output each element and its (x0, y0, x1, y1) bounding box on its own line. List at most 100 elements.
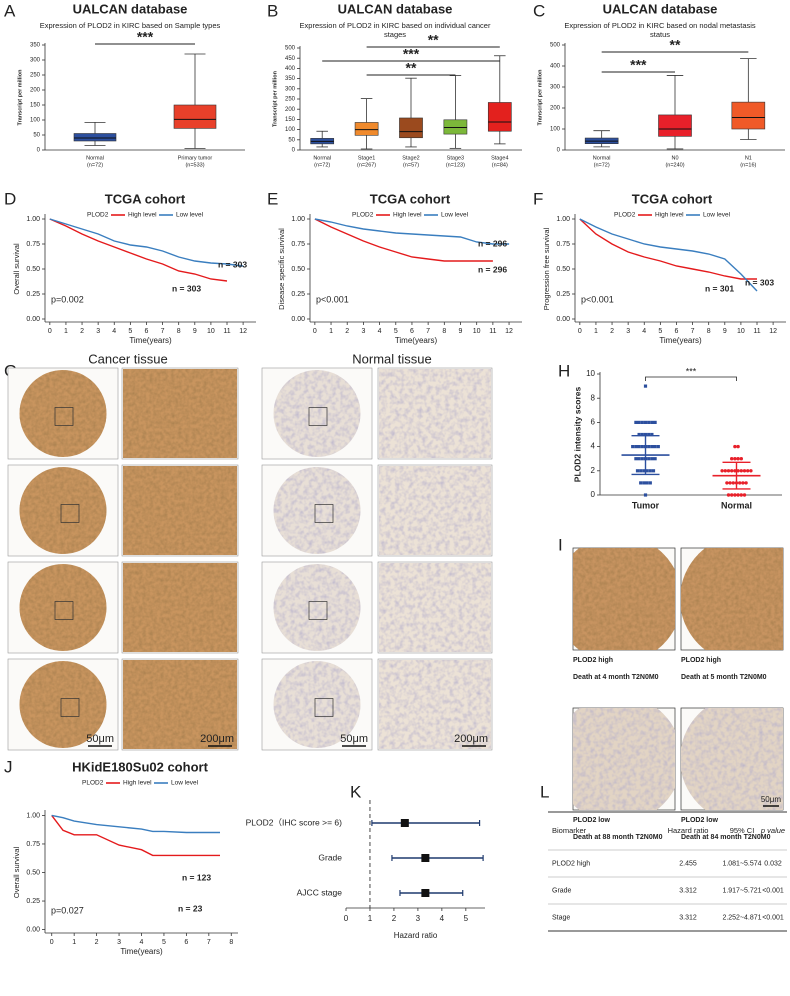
data-point (742, 493, 747, 497)
x-axis-label: Time(years) (129, 336, 172, 345)
box (399, 117, 423, 139)
legend-label: High level (123, 780, 152, 787)
y-tick-label: 350 (30, 43, 41, 49)
x-tick-sublabel: (n=240) (665, 162, 684, 168)
x-tick-label: 3 (626, 328, 630, 335)
panel-label: H (558, 361, 570, 380)
y-axis-label: Disease specific survival (277, 228, 286, 310)
estimate (421, 854, 430, 862)
n-label: n = 303 (172, 283, 201, 293)
y-tick-label: 250 (285, 97, 296, 103)
data-point (637, 432, 641, 437)
row-label: Grade (318, 852, 342, 862)
zoom-box (308, 601, 328, 620)
legend-label: High level (655, 212, 684, 219)
data-point (726, 469, 731, 473)
x-tick-label: Stage1 (358, 155, 375, 161)
tissue-texture (379, 563, 491, 652)
zoom-box (54, 407, 74, 426)
y-tick-label: 0 (591, 490, 596, 499)
legend-label: Low level (171, 780, 199, 787)
table-cell: <0.001 (762, 914, 784, 921)
chart-title: UALCAN database (338, 1, 453, 16)
tissue-texture (573, 548, 675, 650)
p-value: p=0.027 (51, 905, 84, 915)
x-tick-label: 8 (442, 328, 446, 335)
panel-label: I (558, 535, 563, 554)
panel-label: E (267, 189, 278, 208)
x-tick-label: Normal (313, 155, 331, 161)
y-tick-label: 100 (30, 118, 41, 124)
x-tick-label: 12 (505, 328, 513, 335)
x-tick-label: 1 (72, 939, 76, 946)
data-point (736, 444, 740, 449)
y-axis-label: Overall survival (12, 847, 21, 899)
y-tick-label: 0.75 (26, 241, 40, 248)
data-point (647, 457, 651, 461)
x-tick-label: 2 (392, 914, 397, 923)
y-tick-label: 6 (591, 418, 596, 427)
caption: Death at 5 month T2N0M0 (681, 674, 767, 681)
x-tick-sublabel: (n=72) (594, 162, 610, 168)
y-tick-label: 1.00 (291, 216, 305, 223)
data-point (648, 469, 652, 473)
significance-label: *** (630, 57, 647, 73)
box (658, 114, 692, 137)
chart-subtitle: Expression of PLOD2 in KIRC based on nod… (564, 21, 756, 30)
x-tick-label: N1 (745, 155, 752, 161)
legend-label: Low level (441, 212, 469, 219)
data-point (647, 420, 651, 424)
data-point (720, 469, 724, 473)
column-header: Normal tissue (352, 351, 431, 366)
data-point (730, 469, 734, 473)
chart-title: TCGA cohort (105, 191, 186, 206)
x-tick-label: 3 (416, 914, 421, 923)
data-point (650, 457, 654, 461)
data-point (726, 493, 731, 497)
x-tick-label: N0 (671, 155, 678, 161)
tissue-texture (379, 369, 491, 458)
y-tick-label: 4 (591, 442, 596, 451)
y-axis-label: PLOD2 intensity scores (572, 387, 582, 483)
x-tick-label: Tumor (632, 500, 660, 510)
y-tick-label: 0.00 (26, 316, 40, 323)
data-point (651, 469, 656, 473)
x-tick-label: 3 (96, 328, 100, 335)
x-tick-label: 0 (313, 328, 317, 335)
y-tick-label: 200 (30, 88, 41, 94)
y-tick-label: 200 (550, 106, 561, 112)
y-tick-label: 450 (285, 56, 296, 62)
x-tick-label: 5 (162, 939, 166, 946)
box (487, 102, 512, 132)
significance-label: ** (428, 32, 439, 48)
y-axis-label: Transcript per million (272, 70, 278, 127)
row-label: AJCC stage (297, 887, 343, 897)
x-tick-label: 7 (207, 939, 211, 946)
y-tick-label: 0 (37, 148, 41, 154)
legend-title: PLOD2 (352, 212, 374, 219)
y-tick-label: 2 (591, 466, 596, 475)
data-point (741, 481, 745, 485)
tissue-texture (573, 708, 675, 810)
caption: Death at 84 month T2N0M0 (681, 834, 771, 841)
y-tick-label: 150 (30, 103, 41, 109)
x-tick-label: 5 (128, 328, 132, 335)
y-tick-label: 0.00 (291, 316, 305, 323)
y-tick-label: 500 (550, 43, 561, 49)
x-tick-label: 1 (64, 328, 68, 335)
data-point (739, 493, 743, 497)
x-tick-label: 6 (675, 328, 679, 335)
tissue-texture (19, 370, 107, 457)
data-point (738, 481, 742, 485)
scale-label: 200μm (454, 733, 488, 745)
tissue-texture (123, 369, 237, 458)
y-axis-label: Progression free survival (542, 227, 551, 310)
table-header: p value (760, 826, 785, 835)
data-point (733, 444, 737, 449)
x-tick-label: 5 (658, 328, 662, 335)
y-tick-label: 200 (285, 107, 296, 113)
data-point (744, 481, 748, 485)
data-point (640, 432, 644, 437)
x-tick-label: 4 (378, 328, 382, 335)
tissue-texture (273, 467, 361, 554)
